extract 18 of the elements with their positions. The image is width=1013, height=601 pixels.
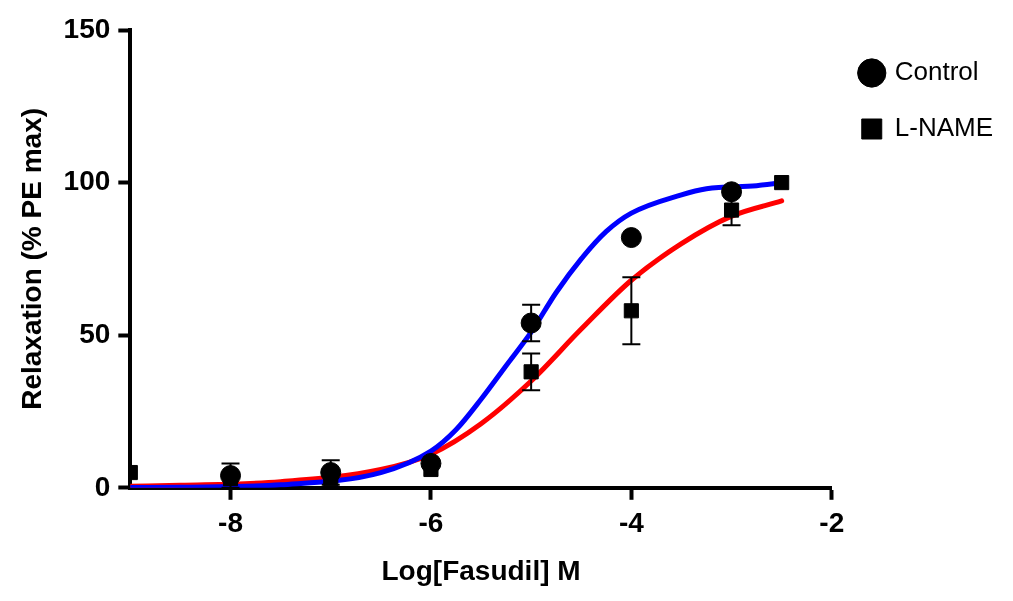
point <box>774 175 790 191</box>
y-axis-title: Relaxation (% PE max) <box>15 107 47 410</box>
point <box>620 227 642 249</box>
y-tick-label: 50 <box>79 317 111 349</box>
y-tick-label: 100 <box>63 165 111 197</box>
point <box>623 303 639 319</box>
y-tick-label: 0 <box>94 470 111 502</box>
x-tick-label: -2 <box>819 507 845 539</box>
point <box>420 452 442 474</box>
point <box>523 364 539 380</box>
point <box>723 202 740 218</box>
y-tick-label: 150 <box>63 12 111 44</box>
x-tick-label: -6 <box>418 507 444 539</box>
x-tick-label: -8 <box>218 507 243 539</box>
x-tick-label: -4 <box>618 507 645 539</box>
x-axis-title: Log[Fasudil] M <box>381 554 581 586</box>
legend-label: Control <box>894 56 979 87</box>
legend-label: L-NAME <box>894 112 994 143</box>
